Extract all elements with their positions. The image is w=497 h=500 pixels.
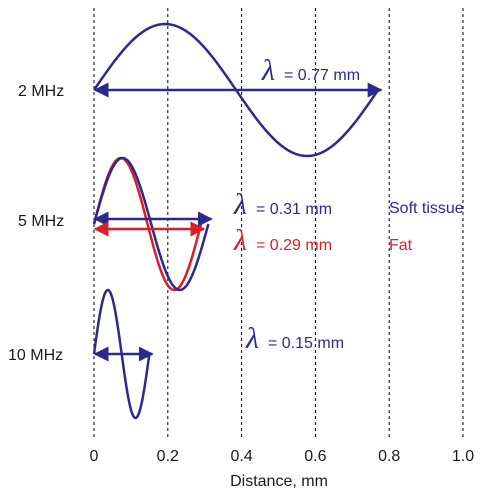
x-tick-label: 0.4 bbox=[230, 448, 252, 465]
lambda-value-5mhz-fat: = 0.29 mm bbox=[256, 237, 332, 254]
x-tick-label: 0.2 bbox=[157, 448, 179, 465]
x-tick-label: 0 bbox=[90, 448, 99, 465]
lambda-symbol-5mhz-fat: λ bbox=[233, 224, 247, 257]
material-label-fat: Fat bbox=[389, 237, 413, 254]
x-tick-label: 0.6 bbox=[304, 448, 326, 465]
x-tick-label: 1.0 bbox=[452, 448, 474, 465]
lambda-symbol-5mhz-soft: λ bbox=[233, 188, 247, 221]
x-tick-labels: 0 0.2 0.4 0.6 0.8 1.0 bbox=[90, 448, 475, 465]
material-label-soft-tissue: Soft tissue bbox=[389, 200, 464, 217]
lambda-symbol-10mhz: λ bbox=[245, 322, 259, 355]
freq-label-5mhz: 5 MHz bbox=[18, 213, 64, 230]
grid-lines bbox=[93, 8, 464, 440]
x-axis-label: Distance, mm bbox=[230, 473, 328, 490]
freq-label-10mhz: 10 MHz bbox=[8, 347, 63, 364]
lambda-value-10mhz: = 0.15 mm bbox=[268, 335, 344, 352]
lambda-value-5mhz-soft: = 0.31 mm bbox=[256, 201, 332, 218]
lambda-symbol-2mhz: λ bbox=[261, 54, 275, 87]
x-tick-label: 0.8 bbox=[378, 448, 400, 465]
freq-label-2mhz: 2 MHz bbox=[18, 83, 64, 100]
wavelength-arrows bbox=[93, 82, 383, 362]
wave-5mhz-soft-tissue bbox=[92, 156, 210, 292]
wave-5mhz-fat bbox=[92, 156, 203, 292]
lambda-value-2mhz: = 0.77 mm bbox=[284, 67, 360, 84]
